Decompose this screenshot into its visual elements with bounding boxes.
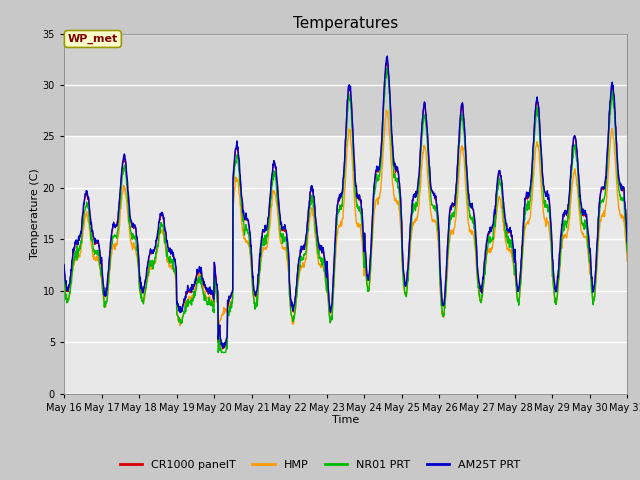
CR1000 panelT <box>508 234 515 240</box>
AM25T PRT <box>623 240 631 246</box>
Bar <box>64 34 627 136</box>
HMP <box>508 249 515 254</box>
CR1000 panelT <box>186 287 193 293</box>
Line: HMP: HMP <box>64 110 627 330</box>
HMP <box>383 108 390 113</box>
HMP <box>186 293 193 299</box>
CR1000 panelT <box>557 234 565 240</box>
X-axis label: Time: Time <box>332 415 359 425</box>
AM25T PRT <box>172 263 179 268</box>
Line: AM25T PRT: AM25T PRT <box>64 56 627 348</box>
HMP <box>214 327 222 333</box>
HMP <box>434 237 442 242</box>
NR01 PRT <box>434 227 442 233</box>
CR1000 panelT <box>434 214 442 220</box>
CR1000 panelT <box>383 56 391 61</box>
HMP <box>623 259 631 264</box>
NR01 PRT <box>508 245 515 251</box>
Line: NR01 PRT: NR01 PRT <box>64 68 627 352</box>
CR1000 panelT <box>172 262 179 268</box>
AM25T PRT <box>249 275 257 281</box>
NR01 PRT <box>186 300 193 305</box>
AM25T PRT <box>508 233 515 239</box>
Legend: CR1000 panelT, HMP, NR01 PRT, AM25T PRT: CR1000 panelT, HMP, NR01 PRT, AM25T PRT <box>115 456 525 474</box>
CR1000 panelT <box>623 241 631 247</box>
AM25T PRT <box>557 233 565 239</box>
Y-axis label: Temperature (C): Temperature (C) <box>29 168 40 259</box>
CR1000 panelT <box>60 262 68 268</box>
NR01 PRT <box>214 349 222 355</box>
Line: CR1000 panelT: CR1000 panelT <box>64 59 627 349</box>
HMP <box>249 291 257 297</box>
NR01 PRT <box>60 268 68 274</box>
NR01 PRT <box>557 246 565 252</box>
NR01 PRT <box>172 272 179 278</box>
HMP <box>172 274 179 280</box>
AM25T PRT <box>220 345 228 350</box>
HMP <box>557 250 565 256</box>
NR01 PRT <box>623 249 631 255</box>
AM25T PRT <box>186 286 193 292</box>
AM25T PRT <box>383 53 391 59</box>
CR1000 panelT <box>219 346 227 352</box>
AM25T PRT <box>434 212 442 218</box>
CR1000 panelT <box>249 274 257 279</box>
Title: Temperatures: Temperatures <box>293 16 398 31</box>
HMP <box>60 282 68 288</box>
NR01 PRT <box>249 284 257 289</box>
Text: WP_met: WP_met <box>68 34 118 44</box>
NR01 PRT <box>383 65 391 71</box>
AM25T PRT <box>60 262 68 267</box>
